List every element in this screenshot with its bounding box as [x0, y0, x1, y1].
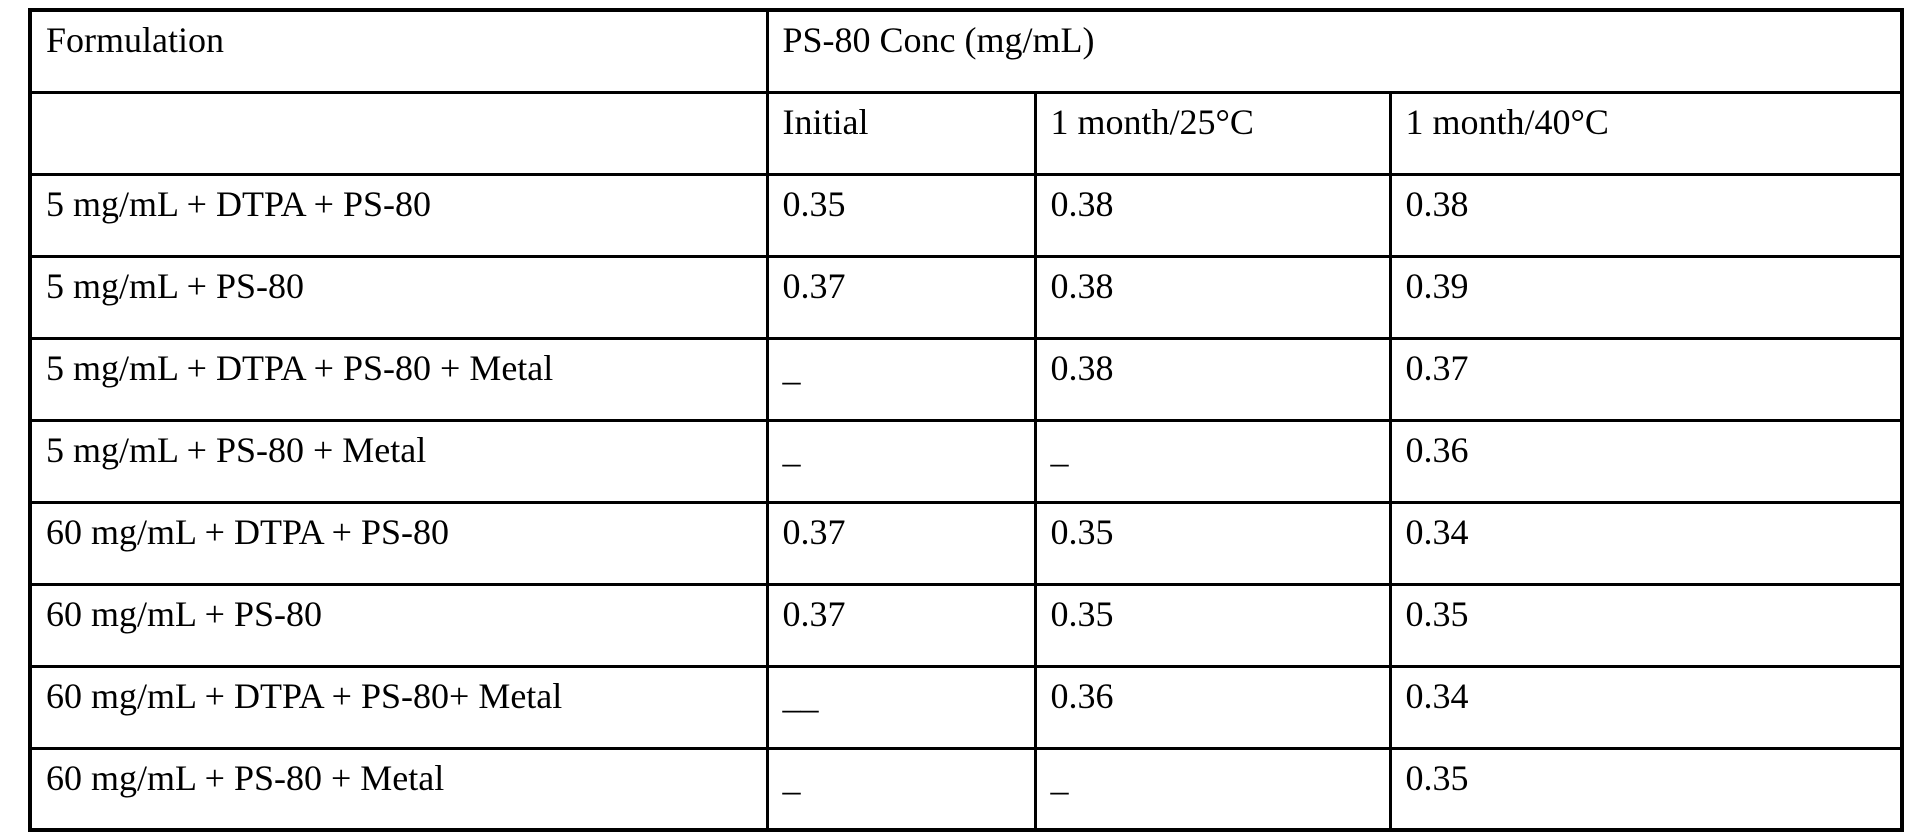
value-cell: 0.35: [1033, 500, 1392, 586]
value-cell: _: [765, 336, 1037, 422]
table-row: 60 mg/mL + PS-80 0.37 0.35 0.35: [28, 582, 1904, 668]
formulation-cell: 60 mg/mL + PS-80: [28, 582, 769, 668]
formulation-cell: 5 mg/mL + PS-80 + Metal: [28, 418, 769, 504]
formulation-cell: 5 mg/mL + PS-80: [28, 254, 769, 340]
formulation-cell: 5 mg/mL + DTPA + PS-80: [28, 172, 769, 258]
value-cell: 0.35: [765, 172, 1037, 258]
value-cell: 0.34: [1388, 500, 1904, 586]
value-cell: 0.38: [1033, 336, 1392, 422]
formulation-header-cell: Formulation: [28, 8, 769, 94]
value-cell: 0.35: [1033, 582, 1392, 668]
header-row-sub: Initial 1 month/25°C 1 month/40°C: [28, 90, 1904, 176]
subheader-25c-cell: 1 month/25°C: [1033, 90, 1392, 176]
value-cell: _: [1033, 418, 1392, 504]
value-cell: 0.39: [1388, 254, 1904, 340]
formulation-cell: 60 mg/mL + DTPA + PS-80+ Metal: [28, 664, 769, 750]
value-cell: __: [765, 664, 1037, 750]
table-row: 60 mg/mL + DTPA + PS-80+ Metal __ 0.36 0…: [28, 664, 1904, 750]
table-row: 60 mg/mL + PS-80 + Metal _ _ 0.35: [28, 746, 1904, 832]
value-cell: 0.35: [1388, 582, 1904, 668]
ps80-concentration-table: Formulation PS-80 Conc (mg/mL) Initial 1…: [28, 8, 1904, 832]
value-cell: 0.38: [1033, 172, 1392, 258]
header-row-group: Formulation PS-80 Conc (mg/mL): [28, 8, 1904, 94]
table-row: 5 mg/mL + PS-80 0.37 0.38 0.39: [28, 254, 1904, 340]
group-header-cell: PS-80 Conc (mg/mL): [765, 8, 1904, 94]
value-cell: 0.37: [765, 254, 1037, 340]
value-cell: 0.35: [1388, 746, 1904, 832]
value-cell: 0.38: [1388, 172, 1904, 258]
value-cell: 0.38: [1033, 254, 1392, 340]
formulation-cell: 60 mg/mL + DTPA + PS-80: [28, 500, 769, 586]
table-row: 5 mg/mL + DTPA + PS-80 + Metal _ 0.38 0.…: [28, 336, 1904, 422]
value-cell: 0.36: [1033, 664, 1392, 750]
formulation-cell: 60 mg/mL + PS-80 + Metal: [28, 746, 769, 832]
table-row: 60 mg/mL + DTPA + PS-80 0.37 0.35 0.34: [28, 500, 1904, 586]
value-cell: _: [765, 746, 1037, 832]
subheader-initial-cell: Initial: [765, 90, 1037, 176]
value-cell: 0.34: [1388, 664, 1904, 750]
empty-header-cell: [28, 90, 769, 176]
formulation-cell: 5 mg/mL + DTPA + PS-80 + Metal: [28, 336, 769, 422]
value-cell: 0.37: [765, 500, 1037, 586]
subheader-40c-cell: 1 month/40°C: [1388, 90, 1904, 176]
value-cell: 0.37: [1388, 336, 1904, 422]
value-cell: _: [1033, 746, 1392, 832]
table-row: 5 mg/mL + DTPA + PS-80 0.35 0.38 0.38: [28, 172, 1904, 258]
value-cell: _: [765, 418, 1037, 504]
table-row: 5 mg/mL + PS-80 + Metal _ _ 0.36: [28, 418, 1904, 504]
value-cell: 0.37: [765, 582, 1037, 668]
value-cell: 0.36: [1388, 418, 1904, 504]
